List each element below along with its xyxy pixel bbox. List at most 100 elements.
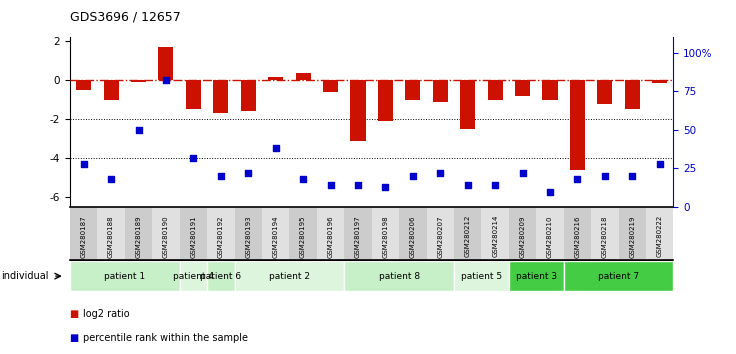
Point: [352, 183, 364, 188]
Bar: [125, 207, 152, 260]
Bar: [185, 80, 201, 109]
Bar: [296, 73, 311, 80]
Text: GSM280209: GSM280209: [520, 215, 526, 258]
Text: patient 1: patient 1: [105, 272, 145, 281]
Bar: [598, 80, 612, 104]
Bar: [268, 77, 283, 80]
Point: [489, 183, 501, 188]
Bar: [207, 207, 235, 260]
Text: GSM280206: GSM280206: [410, 215, 416, 258]
Bar: [180, 261, 207, 291]
Text: GSM280218: GSM280218: [602, 215, 608, 258]
Point: [599, 173, 611, 179]
Bar: [235, 207, 262, 260]
Text: GSM280197: GSM280197: [355, 215, 361, 258]
Bar: [104, 80, 118, 100]
Bar: [158, 47, 174, 80]
Point: [544, 189, 556, 194]
Bar: [564, 261, 673, 291]
Bar: [427, 207, 454, 260]
Text: GSM280188: GSM280188: [108, 215, 114, 258]
Text: patient 5: patient 5: [461, 272, 502, 281]
Text: GSM280216: GSM280216: [574, 215, 581, 258]
Text: ■: ■: [70, 309, 82, 319]
Point: [325, 183, 336, 188]
Bar: [262, 207, 289, 260]
Point: [626, 173, 638, 179]
Bar: [207, 261, 235, 291]
Bar: [564, 207, 591, 260]
Bar: [372, 207, 399, 260]
Text: GSM280207: GSM280207: [437, 215, 443, 258]
Bar: [509, 261, 564, 291]
Point: [380, 184, 392, 190]
Bar: [625, 80, 640, 109]
Text: GSM280222: GSM280222: [657, 215, 662, 257]
Bar: [570, 80, 585, 170]
Point: [297, 176, 309, 182]
Bar: [406, 80, 420, 100]
Point: [105, 176, 117, 182]
Bar: [537, 207, 564, 260]
Bar: [487, 80, 503, 100]
Point: [572, 176, 584, 182]
Text: GSM280193: GSM280193: [245, 215, 251, 258]
Text: GDS3696 / 12657: GDS3696 / 12657: [70, 11, 180, 24]
Bar: [152, 207, 180, 260]
Point: [215, 173, 227, 179]
Bar: [460, 80, 475, 129]
Bar: [591, 207, 618, 260]
Bar: [70, 207, 97, 260]
Bar: [509, 207, 537, 260]
Point: [188, 155, 199, 160]
Point: [160, 78, 171, 83]
Bar: [213, 80, 228, 113]
Text: GSM280189: GSM280189: [135, 215, 141, 258]
Bar: [399, 207, 427, 260]
Text: GSM280214: GSM280214: [492, 215, 498, 257]
Bar: [70, 261, 180, 291]
Bar: [344, 207, 372, 260]
Text: GSM280190: GSM280190: [163, 215, 169, 258]
Point: [78, 161, 90, 167]
Text: GSM280194: GSM280194: [272, 215, 279, 258]
Point: [270, 145, 282, 151]
Text: GSM280192: GSM280192: [218, 215, 224, 258]
Text: patient 3: patient 3: [516, 272, 557, 281]
Text: GSM280210: GSM280210: [547, 215, 553, 258]
Point: [407, 173, 419, 179]
Text: patient 6: patient 6: [200, 272, 241, 281]
Bar: [350, 80, 366, 141]
Bar: [76, 80, 91, 90]
Text: ■: ■: [70, 333, 82, 343]
Bar: [316, 207, 344, 260]
Bar: [378, 80, 393, 121]
Bar: [515, 80, 530, 96]
Text: GSM280198: GSM280198: [383, 215, 389, 258]
Text: GSM280187: GSM280187: [81, 215, 87, 258]
Text: individual: individual: [1, 271, 49, 281]
Point: [434, 170, 446, 176]
Text: GSM280195: GSM280195: [300, 215, 306, 258]
Point: [461, 183, 473, 188]
Point: [242, 170, 254, 176]
Bar: [454, 207, 481, 260]
Text: GSM280212: GSM280212: [464, 215, 471, 257]
Point: [517, 170, 528, 176]
Text: GSM280219: GSM280219: [629, 215, 635, 258]
Bar: [131, 80, 146, 82]
Point: [132, 127, 144, 133]
Text: patient 7: patient 7: [598, 272, 639, 281]
Text: patient 2: patient 2: [269, 272, 310, 281]
Bar: [542, 80, 558, 100]
Text: percentile rank within the sample: percentile rank within the sample: [83, 333, 248, 343]
Bar: [323, 80, 338, 92]
Bar: [454, 261, 509, 291]
Bar: [289, 207, 316, 260]
Text: patient 8: patient 8: [378, 272, 420, 281]
Text: GSM280191: GSM280191: [191, 215, 197, 258]
Bar: [618, 207, 646, 260]
Bar: [180, 207, 207, 260]
Bar: [652, 80, 668, 83]
Bar: [481, 207, 509, 260]
